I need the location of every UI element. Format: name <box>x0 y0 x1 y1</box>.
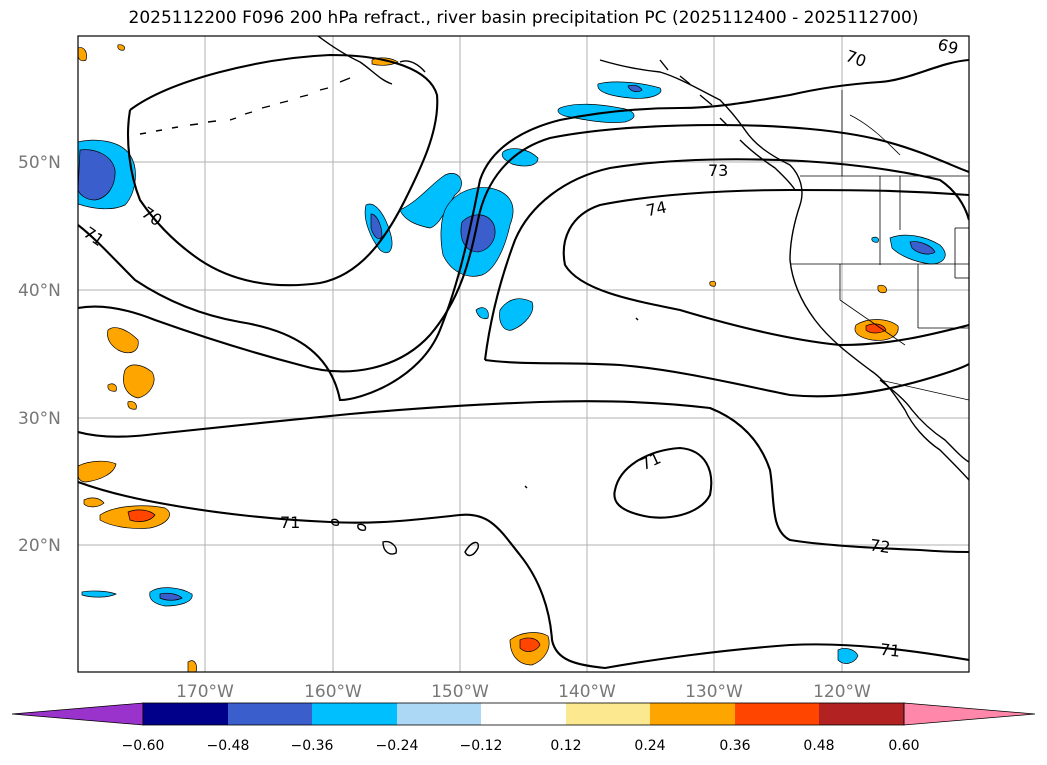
colorbar-tick-label: −0.48 <box>207 738 250 754</box>
precip-positive-areas <box>78 44 899 672</box>
lat-label-50n: 50°N <box>18 153 61 173</box>
lon-label-120w: 120°W <box>813 682 871 702</box>
contour-label-72: 72 <box>869 535 892 557</box>
colorbar-segment <box>481 703 566 725</box>
contour-label-71-bottom: 71 <box>879 640 901 661</box>
lat-label-40n: 40°N <box>18 281 61 301</box>
precip-negative-areas <box>78 81 946 664</box>
colorbar-extend-low <box>11 702 144 726</box>
colorbar-extend-high <box>903 702 1036 726</box>
political-borders <box>790 90 969 401</box>
plot-frame <box>77 35 970 673</box>
lat-label-30n: 30°N <box>18 409 61 429</box>
map-title: 2025112200 F096 200 hPa refract., river … <box>128 8 919 28</box>
colorbar-segment <box>735 703 819 725</box>
colorbar-tick-label: −0.36 <box>291 738 334 754</box>
contour-label-69: 69 <box>936 35 961 59</box>
colorbar-segment <box>312 703 397 725</box>
contour-label-71-mid: 71 <box>280 513 300 532</box>
refractivity-contours <box>78 53 969 670</box>
colorbar-tick-label: −0.60 <box>122 738 165 754</box>
colorbar-tick-label: 0.48 <box>803 738 834 754</box>
colorbar-segment <box>819 703 904 725</box>
coastlines <box>139 36 969 557</box>
lon-label-140w: 140°W <box>558 682 616 702</box>
lon-label-130w: 130°W <box>685 682 743 702</box>
colorbar-tick-label: 0.60 <box>888 738 919 754</box>
lon-label-170w: 170°W <box>176 682 234 702</box>
contour-label-74: 74 <box>644 197 668 220</box>
plot-area <box>78 36 969 672</box>
lon-label-160w: 160°W <box>304 682 362 702</box>
colorbar-tick-label: −0.24 <box>376 738 419 754</box>
colorbar-tick-label: −0.12 <box>460 738 503 754</box>
colorbar-tick-label: 0.24 <box>634 738 665 754</box>
lon-label-150w: 150°W <box>431 682 489 702</box>
latitude-labels: 50°N 40°N 30°N 20°N <box>18 153 61 556</box>
lat-label-20n: 20°N <box>18 536 61 556</box>
colorbar-segment <box>228 703 312 725</box>
colorbar-segment <box>566 703 650 725</box>
contour-label-73: 73 <box>708 161 728 180</box>
colorbar-segment <box>650 703 735 725</box>
longitude-labels: 170°W 160°W 150°W 140°W 130°W 120°W <box>176 682 871 702</box>
colorbar-segment <box>143 703 228 725</box>
colorbar-segment <box>397 703 481 725</box>
colorbar-tick-label: 0.12 <box>550 738 581 754</box>
colorbar-tick-label: 0.36 <box>719 738 750 754</box>
colorbar-outline <box>142 702 905 726</box>
colorbar: −0.60 −0.48 −0.36 −0.24 −0.12 0.12 0.24 … <box>11 702 1036 754</box>
